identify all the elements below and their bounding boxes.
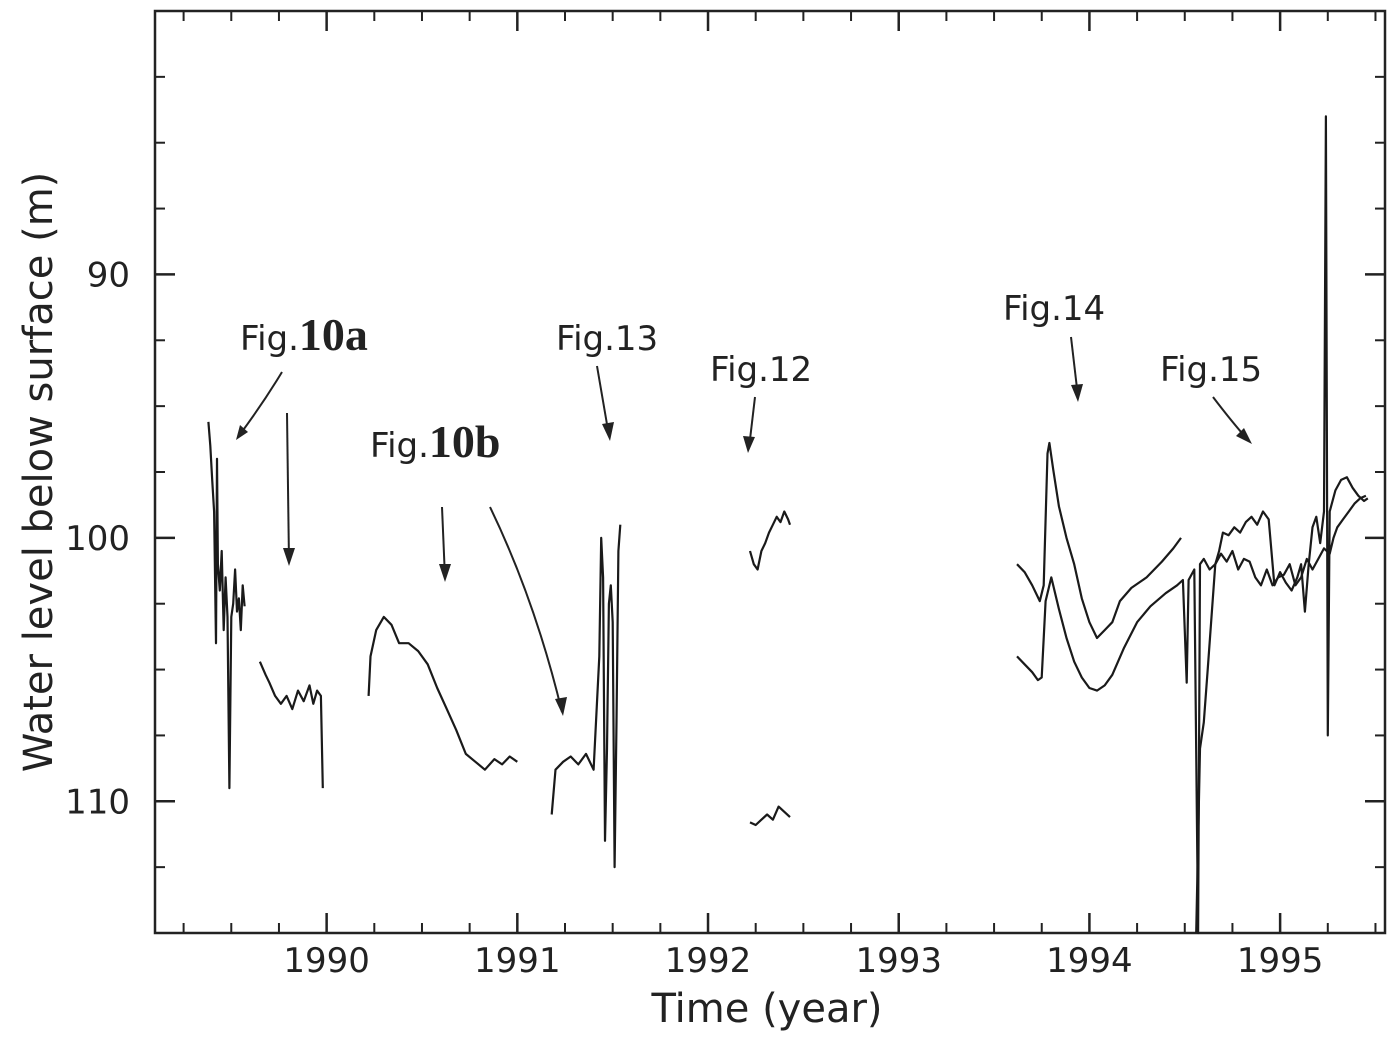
annotation-fig10b: Fig.10b bbox=[370, 416, 567, 716]
y-tick-label: 90 bbox=[87, 255, 130, 295]
y-ticks: 90 100 110 bbox=[65, 255, 1385, 822]
annotation-fig10a-arrow-2-head bbox=[283, 548, 295, 566]
annotation-fig10a: Fig.10a bbox=[236, 309, 368, 566]
x-ticks: 1990 1991 1992 1993 1994 1995 bbox=[283, 11, 1323, 981]
x-tick-label: 1991 bbox=[474, 941, 561, 981]
y-tick-label: 100 bbox=[65, 519, 130, 559]
series-line-9 bbox=[1195, 115, 1369, 934]
series-line-2 bbox=[258, 661, 324, 789]
y-tick-label: 110 bbox=[65, 782, 130, 822]
annotation-fig15-text: Fig.15 bbox=[1160, 350, 1262, 390]
y-axis-label: Water level below surface (m) bbox=[16, 172, 62, 773]
annotation-fig10b-arrow-2 bbox=[489, 506, 563, 713]
series-line-5 bbox=[748, 510, 792, 571]
annotation-fig12: Fig.12 bbox=[710, 350, 812, 453]
annotation-fig10a-text: Fig.10a bbox=[240, 309, 368, 360]
annotation-fig13-text: Fig.13 bbox=[556, 319, 658, 359]
annotation-fig10b-text: Fig.10b bbox=[370, 416, 501, 467]
annotation-fig10a-arrow-1-head bbox=[236, 425, 248, 440]
annotation-fig14-text: Fig.14 bbox=[1003, 289, 1105, 329]
annotation-fig14-arrow-head bbox=[1071, 384, 1083, 402]
annotation-fig15: Fig.15 bbox=[1160, 350, 1262, 444]
annotation-fig10a-arrow-1 bbox=[237, 371, 283, 438]
series-line-3 bbox=[367, 615, 518, 771]
annotation-fig10a-arrow-2 bbox=[286, 412, 290, 563]
annotation-fig12-arrow-head bbox=[743, 436, 755, 453]
plot-frame bbox=[153, 9, 1387, 935]
x-tick-label: 1993 bbox=[855, 941, 942, 981]
series-line-4 bbox=[550, 524, 622, 869]
annotation-fig14: Fig.14 bbox=[1003, 289, 1105, 402]
annotation-fig10b-arrow-1-head bbox=[439, 564, 451, 582]
x-tick-label: 1995 bbox=[1237, 941, 1324, 981]
series-line-8 bbox=[1016, 494, 1367, 935]
annotation-fig10b-arrow-2-head bbox=[555, 697, 567, 716]
x-tick-label: 1992 bbox=[665, 941, 752, 981]
series-line-7 bbox=[1016, 441, 1182, 640]
x-tick-label: 1994 bbox=[1046, 941, 1133, 981]
series-group bbox=[207, 115, 1369, 935]
minor-ticks bbox=[155, 11, 1385, 933]
x-tick-label: 1990 bbox=[283, 941, 370, 981]
annotation-fig13-arrow-head bbox=[602, 422, 614, 441]
annotation-fig13: Fig.13 bbox=[556, 319, 658, 441]
x-axis-label: Time (year) bbox=[650, 986, 882, 1032]
series-line-6 bbox=[749, 805, 791, 827]
series-line-1 bbox=[207, 421, 246, 790]
annotation-fig12-text: Fig.12 bbox=[710, 350, 812, 390]
annotation-fig15-arrow-head bbox=[1236, 428, 1252, 444]
